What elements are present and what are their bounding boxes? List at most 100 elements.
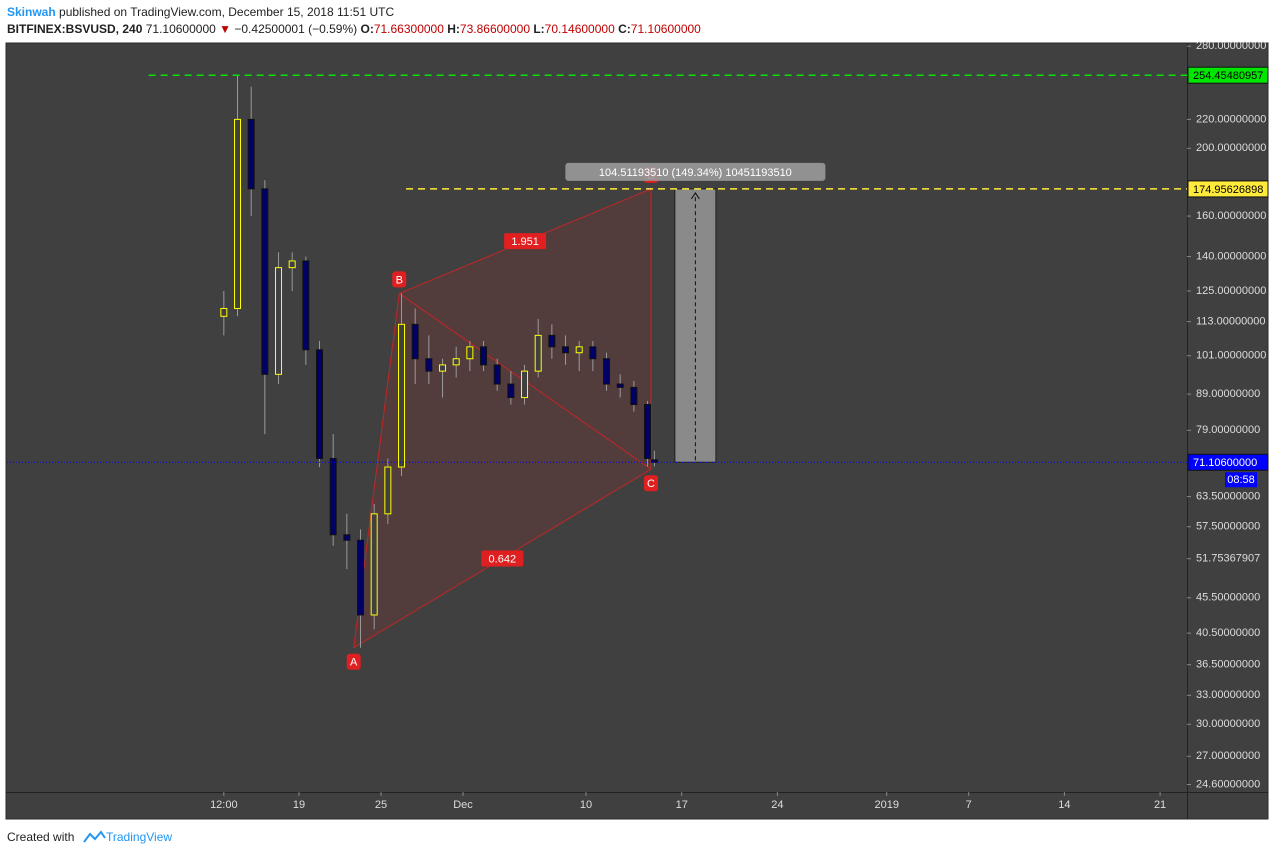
y-tick-label: 89.00000000 xyxy=(1196,388,1260,400)
ratio-box xyxy=(481,550,524,567)
x-tick-label: 21 xyxy=(1154,799,1166,811)
ohlc-line: BITFINEX:BSVUSD, 240 71.10600000 ▼ −0.42… xyxy=(7,22,701,36)
last: 71.10600000 xyxy=(146,22,216,36)
candle-body xyxy=(288,260,296,269)
y-tick-label: 27.00000000 xyxy=(1196,750,1260,762)
candle-body xyxy=(644,404,652,459)
pattern-point-box xyxy=(392,271,407,288)
pattern-point-label: C xyxy=(647,478,655,490)
candle-body xyxy=(589,346,597,360)
candle-body xyxy=(548,334,556,348)
y-tick-label: 63.50000000 xyxy=(1196,491,1260,503)
x-tick-label: 14 xyxy=(1058,799,1070,811)
x-tick-label: 19 xyxy=(293,799,305,811)
candle-body xyxy=(220,307,228,317)
candle-body xyxy=(575,346,583,354)
candle-body xyxy=(411,323,419,360)
x-tick-label: 12:00 xyxy=(210,799,238,811)
candle-body xyxy=(466,346,474,360)
candle-body xyxy=(534,334,542,372)
l-label: L: xyxy=(533,22,544,36)
price-label-box xyxy=(1187,66,1269,84)
candle-body xyxy=(616,383,624,388)
pattern-point-label: A xyxy=(350,657,358,669)
c-label: C: xyxy=(618,22,631,36)
y-tick-label: 51.75367907 xyxy=(1196,553,1260,565)
y-tick-label: 220.00000000 xyxy=(1196,113,1266,125)
y-tick-label: 101.00000000 xyxy=(1196,350,1266,362)
countdown: 08:58 xyxy=(1227,474,1255,486)
c-value: 71.10600000 xyxy=(631,22,701,36)
candle-body xyxy=(329,457,337,536)
candle-body xyxy=(370,513,378,616)
y-tick-label: 45.50000000 xyxy=(1196,592,1260,604)
candle-body xyxy=(398,323,406,468)
y-tick-label: 40.50000000 xyxy=(1196,627,1260,639)
y-tick-label: 33.00000000 xyxy=(1196,689,1260,701)
y-tick-label: 280.00000000 xyxy=(1196,40,1266,52)
y-tick-label: 200.00000000 xyxy=(1196,142,1266,154)
pattern-point-box xyxy=(643,475,658,492)
candle-body xyxy=(521,370,529,399)
x-tick-label: 7 xyxy=(966,799,972,811)
candle-body xyxy=(452,358,460,366)
price-label: 71.10600000 xyxy=(1193,457,1257,469)
brand-icon xyxy=(83,830,106,843)
arrow: ▼ xyxy=(219,22,231,36)
measure-label-box xyxy=(565,162,826,181)
measure-arrowhead xyxy=(690,192,700,200)
candle-body xyxy=(507,383,515,399)
price-label: 174.95626898 xyxy=(1193,184,1263,196)
h-label: H: xyxy=(447,22,460,36)
pattern-triangle xyxy=(399,188,651,470)
x-tick-label: 10 xyxy=(580,799,592,811)
symbol: BITFINEX:BSVUSD, 240 xyxy=(7,22,143,36)
candle-body xyxy=(384,466,392,515)
header-line: Skinwah published on TradingView.com, De… xyxy=(7,5,394,19)
candle-body xyxy=(562,346,570,354)
author[interactable]: Skinwah xyxy=(7,5,56,19)
pattern-point-label: B xyxy=(396,274,403,286)
pattern-point-box xyxy=(346,653,361,670)
y-tick-label: 113.00000000 xyxy=(1196,316,1266,328)
x-tick-label: 25 xyxy=(375,799,387,811)
countdown-box xyxy=(1225,472,1257,488)
candle-body xyxy=(234,118,242,309)
h-value: 73.86600000 xyxy=(460,22,530,36)
y-tick-label: 79.00000000 xyxy=(1196,424,1260,436)
candle-body xyxy=(480,346,488,366)
ratio-label: 0.642 xyxy=(489,553,517,565)
candle-body xyxy=(302,260,310,351)
published: published on TradingView.com, December 1… xyxy=(59,5,394,19)
candle-body xyxy=(261,188,269,375)
x-tick-label: 2019 xyxy=(874,799,898,811)
footer-brand[interactable]: TradingView xyxy=(106,830,172,844)
price-label-box xyxy=(1187,180,1269,198)
candle-body xyxy=(425,358,433,372)
y-tick-label: 24.60000000 xyxy=(1196,778,1260,790)
candle-body xyxy=(316,349,324,459)
y-tick-label: 140.00000000 xyxy=(1196,250,1266,262)
ratio-label: 1.951 xyxy=(511,236,539,248)
x-tick-label: Dec xyxy=(453,799,473,811)
y-tick-label: 160.00000000 xyxy=(1196,210,1266,222)
o-value: 71.66300000 xyxy=(374,22,444,36)
candle-body xyxy=(603,358,611,385)
price-label: 254.45480957 xyxy=(1193,70,1263,82)
change: −0.42500001 (−0.59%) xyxy=(234,22,357,36)
candle-body xyxy=(357,539,365,616)
ratio-box xyxy=(504,233,547,250)
candle-body xyxy=(650,459,658,463)
footer-created: Created with xyxy=(7,830,74,844)
y-tick-label: 125.00000000 xyxy=(1196,285,1266,297)
measure-label: 104.51193510 (149.34%) 10451193510 xyxy=(599,167,792,179)
candle-body xyxy=(493,364,501,385)
candle-body xyxy=(630,386,638,406)
l-value: 70.14600000 xyxy=(545,22,615,36)
candle-body xyxy=(343,534,351,541)
o-label: O: xyxy=(360,22,373,36)
candle-body xyxy=(275,267,283,375)
y-tick-label: 30.00000000 xyxy=(1196,718,1260,730)
y-tick-label: 57.50000000 xyxy=(1196,521,1260,533)
x-tick-label: 24 xyxy=(771,799,783,811)
